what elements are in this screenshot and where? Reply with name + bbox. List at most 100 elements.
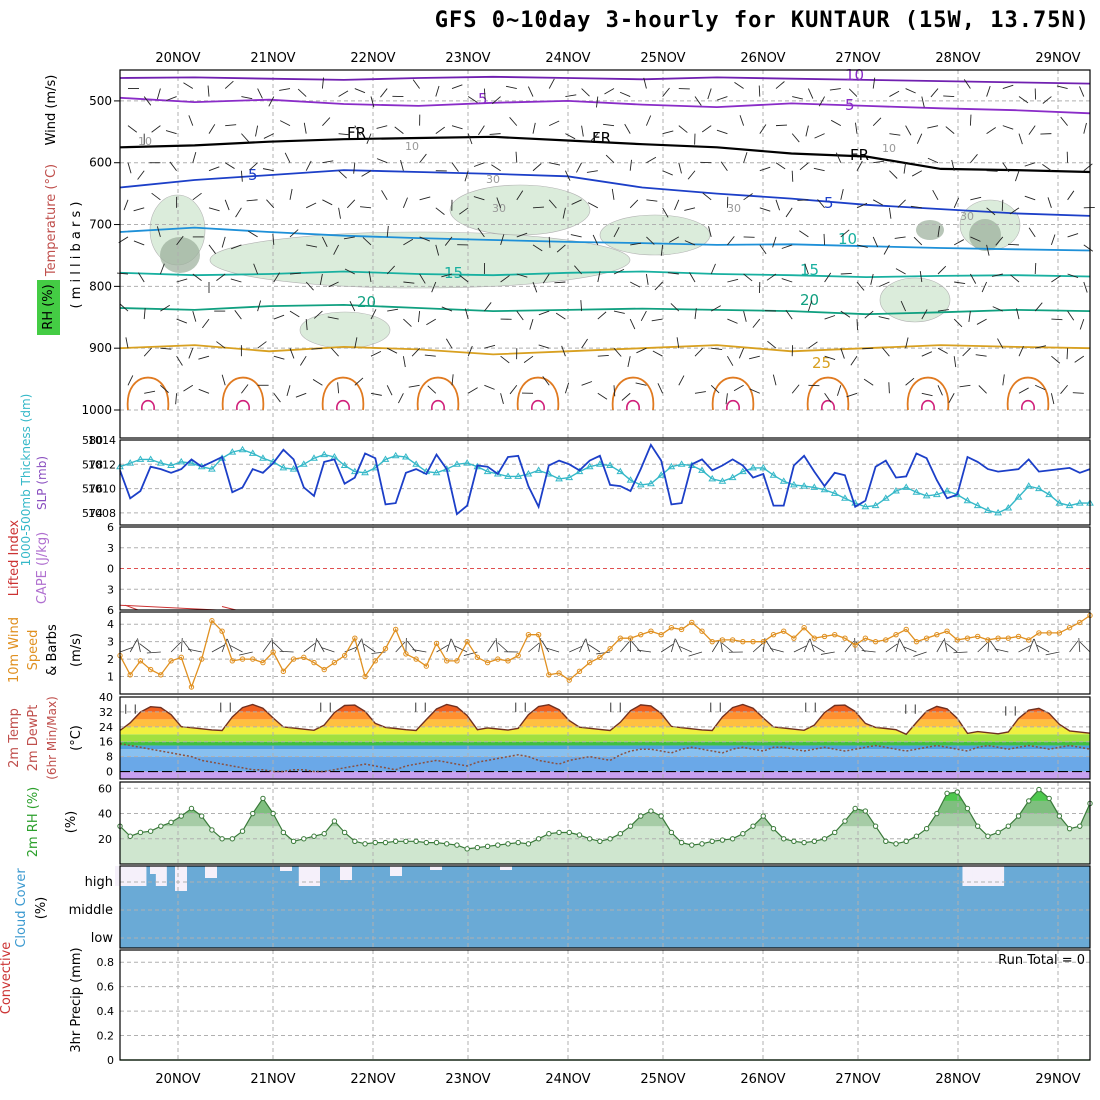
wind-barb bbox=[808, 341, 818, 349]
wind-barb bbox=[412, 79, 420, 89]
wind-barb bbox=[313, 310, 323, 319]
rh-point bbox=[658, 813, 664, 819]
wind10m-barb bbox=[1078, 638, 1081, 653]
cloud-gap bbox=[982, 866, 994, 886]
wind10m-barb bbox=[809, 638, 815, 653]
wind-barb bbox=[435, 244, 440, 256]
wind-barb bbox=[1056, 85, 1068, 89]
cape-tick-label: 6 bbox=[107, 604, 114, 617]
wind-barb bbox=[338, 133, 350, 136]
wind-barb bbox=[565, 94, 577, 97]
wind10m-barb bbox=[585, 638, 591, 653]
wind-barb bbox=[792, 96, 804, 100]
thickness-point bbox=[943, 487, 951, 494]
wind-barb bbox=[651, 318, 663, 322]
wind-barb bbox=[467, 96, 478, 103]
rh-shade bbox=[599, 214, 711, 256]
wind-barb bbox=[207, 85, 210, 97]
wind10m-point bbox=[444, 658, 450, 664]
wind10m-point bbox=[188, 684, 195, 690]
wind-barb bbox=[986, 207, 996, 216]
wind-barb bbox=[652, 350, 663, 357]
wind-barb bbox=[840, 272, 852, 275]
wind10m-barb bbox=[765, 640, 774, 653]
wind-barb bbox=[1047, 197, 1052, 208]
wind10m-point bbox=[433, 640, 440, 647]
rh-frame bbox=[119, 781, 1091, 865]
wind-barb bbox=[629, 159, 632, 171]
rh-point bbox=[617, 831, 624, 837]
wind-barb bbox=[678, 375, 685, 386]
wind-barb bbox=[916, 133, 923, 144]
wind-barb bbox=[759, 166, 771, 172]
wind-barb bbox=[1002, 84, 1014, 89]
rh-point bbox=[586, 836, 593, 842]
wind-barb bbox=[306, 244, 318, 248]
wind-barb bbox=[752, 318, 761, 328]
wind10m-barb bbox=[1028, 638, 1035, 653]
dewpoint-line bbox=[119, 742, 1091, 773]
wind-tick-label: 1 bbox=[107, 671, 114, 684]
rh-point bbox=[229, 836, 236, 842]
wind-barb bbox=[597, 271, 601, 283]
wind-barb bbox=[198, 388, 210, 394]
thickness-point bbox=[626, 476, 635, 483]
temp-tick-label: 32 bbox=[99, 706, 113, 719]
thickness-point bbox=[738, 467, 747, 475]
thickness-point bbox=[504, 472, 512, 479]
temperature-contour bbox=[119, 344, 1091, 356]
wind-barb bbox=[549, 162, 561, 166]
wind-barb bbox=[505, 85, 517, 89]
pressure-tick-label: 500 bbox=[89, 94, 112, 108]
wind-barb bbox=[883, 244, 890, 255]
wind-barb bbox=[716, 129, 728, 135]
wind10m-point bbox=[668, 625, 675, 631]
wind-barb bbox=[921, 309, 928, 320]
wind10m-barb bbox=[119, 646, 134, 653]
wind-barb bbox=[478, 125, 485, 136]
wind10m-barb bbox=[354, 639, 362, 653]
wind10m-barb bbox=[239, 651, 253, 656]
wind-barb bbox=[775, 124, 788, 127]
wind10m-point bbox=[331, 659, 338, 666]
wind-barb bbox=[678, 125, 688, 133]
rh-point bbox=[995, 829, 1001, 836]
temperature-axis-label: Temperature (°C) bbox=[44, 164, 59, 277]
wind-barb bbox=[1074, 355, 1085, 363]
rh-point bbox=[250, 810, 256, 817]
wind-barb bbox=[727, 278, 739, 283]
wind-barb bbox=[368, 271, 372, 283]
wind10m-barb bbox=[545, 647, 560, 653]
cape-tick-label: 3 bbox=[107, 583, 114, 596]
wind-barb bbox=[509, 384, 518, 395]
wind10m-point bbox=[198, 656, 205, 662]
wind-barb bbox=[856, 319, 859, 331]
thickness-point bbox=[463, 459, 472, 466]
wind-barb bbox=[1034, 302, 1043, 312]
thickness-point bbox=[1065, 501, 1074, 509]
wind-barb bbox=[597, 311, 607, 320]
rh-point bbox=[1005, 823, 1012, 829]
wind-barb bbox=[188, 115, 194, 126]
wind-barb bbox=[997, 338, 1004, 349]
wind-barb bbox=[183, 82, 194, 89]
wind-barb bbox=[640, 310, 647, 322]
wind-barb bbox=[856, 244, 868, 248]
wind-barb bbox=[807, 88, 814, 99]
wind-barb bbox=[319, 273, 323, 285]
wind-barb bbox=[707, 88, 712, 100]
rh-point bbox=[331, 818, 338, 824]
wind-barb bbox=[1002, 125, 1014, 130]
wind-barb bbox=[370, 392, 382, 396]
wind-barb bbox=[667, 272, 679, 275]
wind-barb bbox=[855, 122, 858, 134]
wind-barb bbox=[284, 152, 291, 163]
cloud-unit-label: (%) bbox=[34, 897, 49, 920]
wind-barb bbox=[119, 303, 129, 312]
wind-barb bbox=[451, 84, 463, 89]
temp-band bbox=[120, 734, 1090, 742]
temp-tick-label: 16 bbox=[99, 736, 113, 749]
wind-barb bbox=[619, 91, 631, 97]
wind-barb bbox=[986, 170, 998, 172]
pressure-tick-label: 700 bbox=[89, 218, 112, 232]
